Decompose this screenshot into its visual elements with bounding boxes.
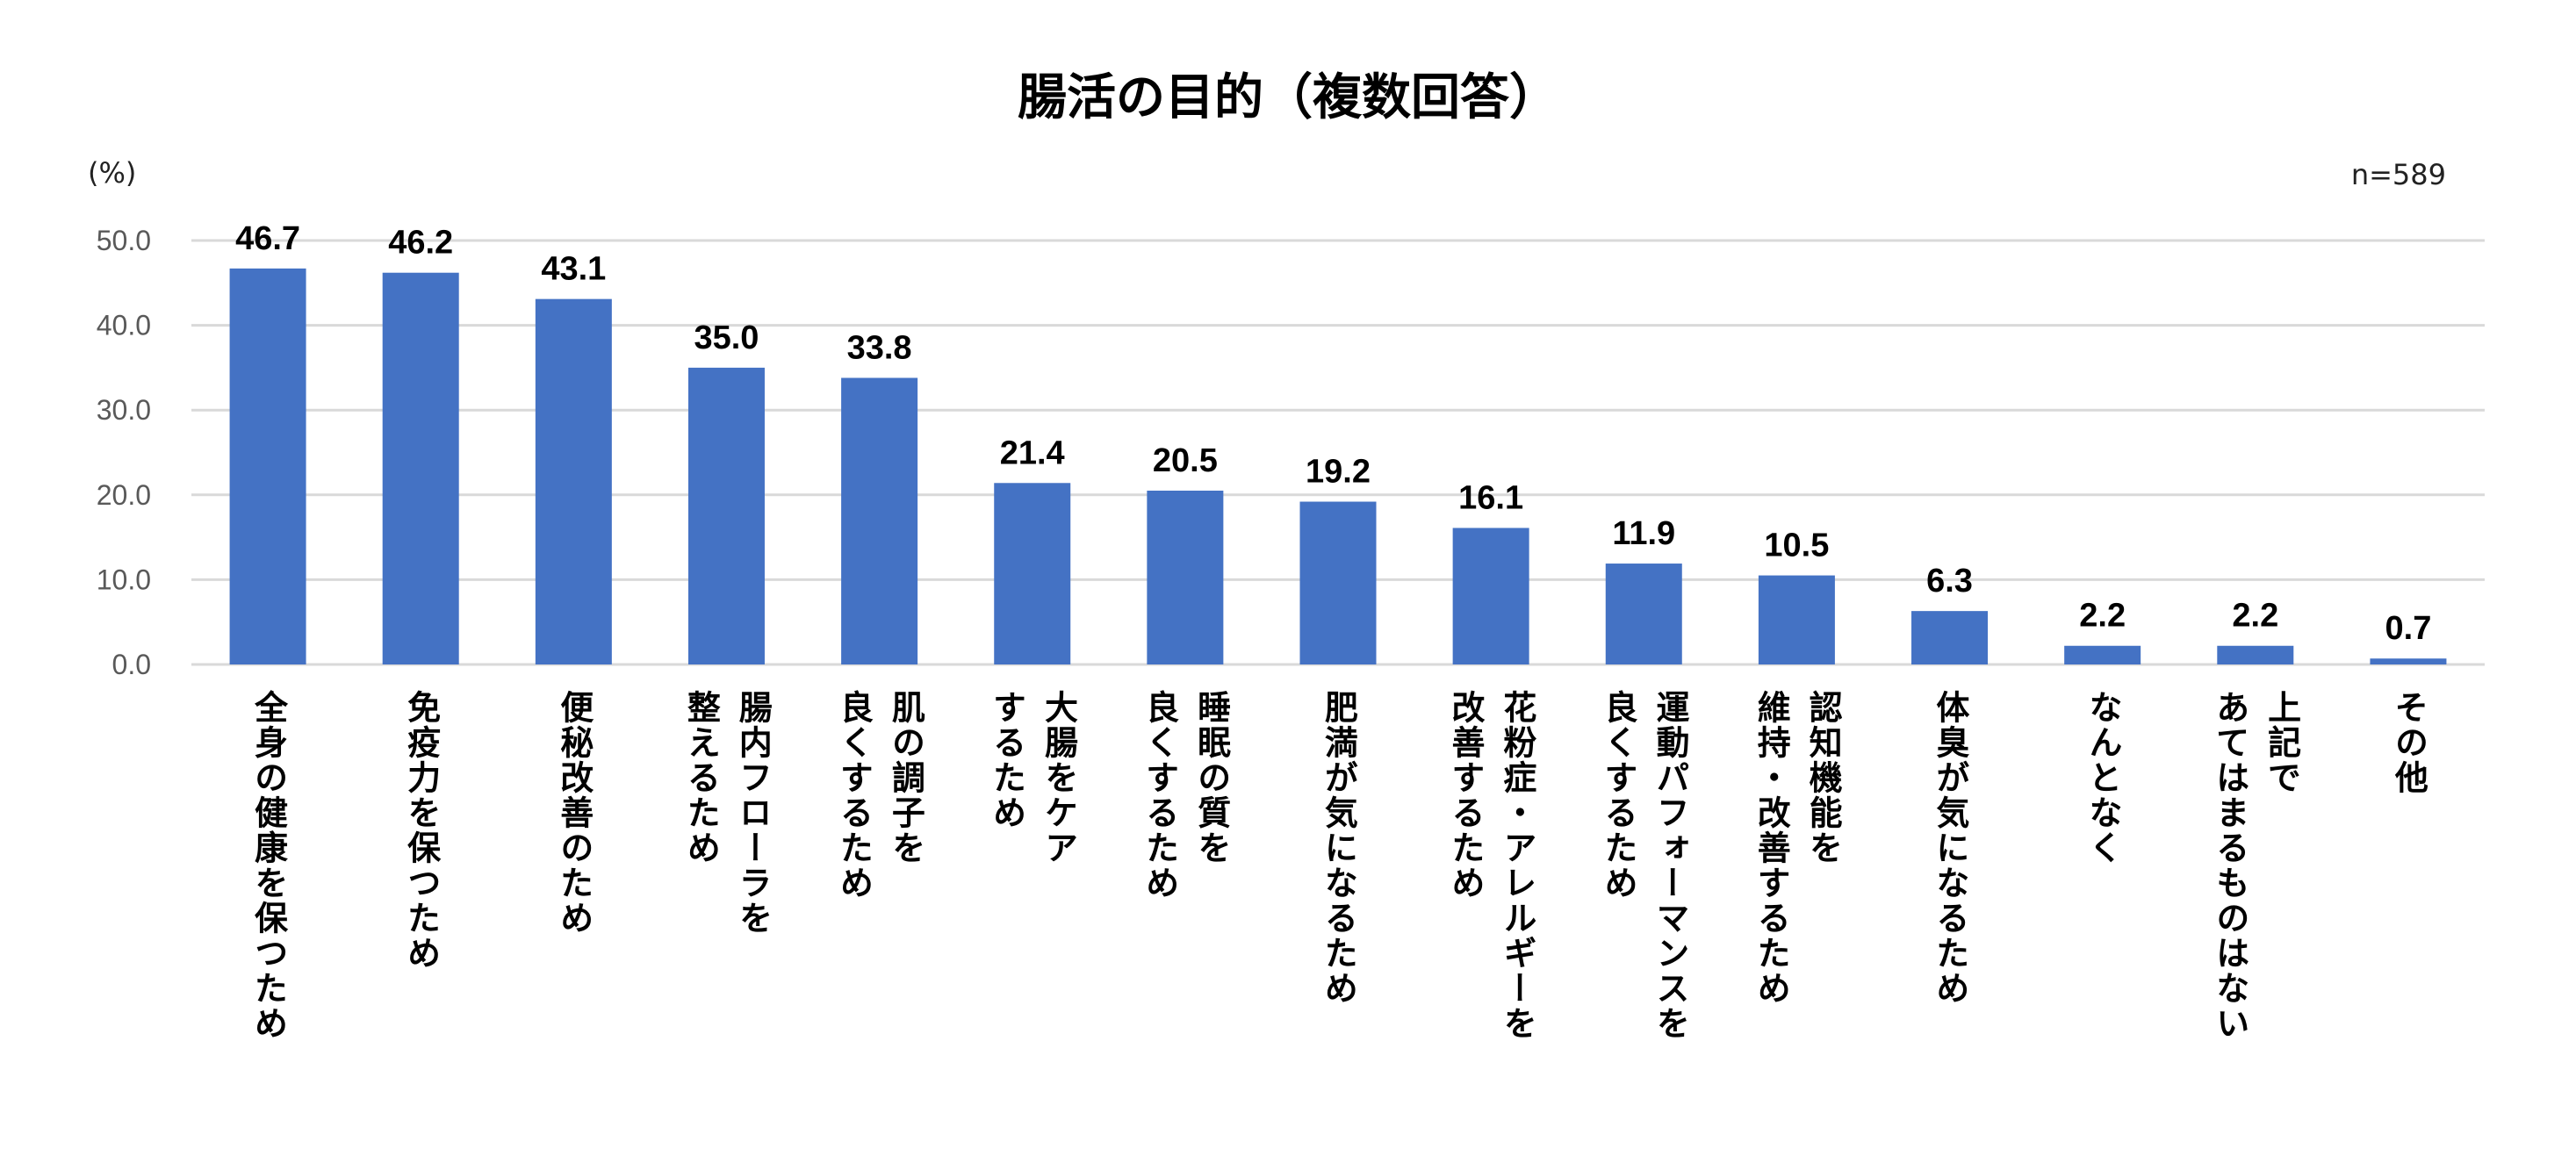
data-label: 10.5: [1764, 528, 1829, 564]
category-label: 体臭が気になるため: [1930, 690, 1969, 1006]
category-label: 認知機能を 維持・改善するため: [1752, 690, 1843, 1006]
data-label: 21.4: [1000, 434, 1065, 471]
data-label: 2.2: [2079, 598, 2126, 635]
y-axis-unit-label: (%): [88, 156, 137, 190]
category-label: なんとなく: [2083, 690, 2123, 865]
category-label: その他: [2389, 690, 2428, 795]
data-label: 33.8: [847, 329, 912, 366]
bar: [382, 272, 459, 664]
chart-title: 腸活の目的（複数回答）: [1018, 69, 1558, 126]
category-label: 花粉症・アレルギーを 改善するため: [1446, 690, 1536, 1041]
data-label: 16.1: [1458, 479, 1523, 516]
bar: [994, 483, 1071, 664]
category-label: 大腸をケア するため: [987, 690, 1078, 865]
bar: [841, 377, 918, 664]
bar: [1605, 564, 1682, 664]
data-label: 43.1: [541, 251, 606, 288]
y-tick-label: 10.0: [97, 564, 151, 595]
category-label: 腸内フローラを 整えるため: [681, 690, 773, 936]
bar: [1147, 490, 1224, 664]
bar: [1452, 528, 1529, 664]
bar: [229, 268, 306, 664]
data-label: 0.7: [2385, 610, 2432, 647]
bar: [1911, 611, 1989, 664]
bar: [2370, 658, 2447, 664]
category-label: 肥満が気になるため: [1319, 690, 1358, 1006]
category-label: 運動パフォーマンスを 良くするため: [1599, 690, 1690, 1041]
y-tick-label: 50.0: [97, 225, 151, 256]
bar: [2217, 645, 2294, 664]
data-label: 11.9: [1612, 515, 1675, 552]
category-label: 肌の調子を 良くするため: [834, 690, 925, 901]
data-label: 19.2: [1306, 454, 1371, 491]
data-label: 20.5: [1153, 442, 1218, 479]
sample-size-annotation: n=589: [2350, 158, 2446, 191]
bar: [2064, 645, 2141, 664]
data-label: 35.0: [694, 320, 759, 356]
category-label: 免疫力を保つため: [401, 690, 441, 971]
bar: [1758, 575, 1835, 664]
bar: [1299, 501, 1377, 664]
category-label: 睡眠の質を 良くするため: [1140, 690, 1231, 901]
category-label: 便秘改善のため: [554, 690, 594, 936]
data-label: 46.7: [235, 220, 300, 257]
data-label: 6.3: [1926, 563, 1973, 600]
bar: [687, 367, 765, 664]
y-tick-label: 20.0: [97, 479, 151, 511]
category-label: 全身の健康を保つため: [248, 690, 288, 1041]
bar: [535, 298, 612, 664]
y-tick-label: 30.0: [97, 394, 151, 426]
y-tick-label: 0.0: [112, 649, 151, 680]
data-label: 2.2: [2232, 598, 2278, 635]
category-label: 上記で あてはまるものはない: [2210, 690, 2301, 1041]
data-label: 46.2: [388, 225, 453, 262]
y-tick-label: 40.0: [97, 310, 151, 341]
